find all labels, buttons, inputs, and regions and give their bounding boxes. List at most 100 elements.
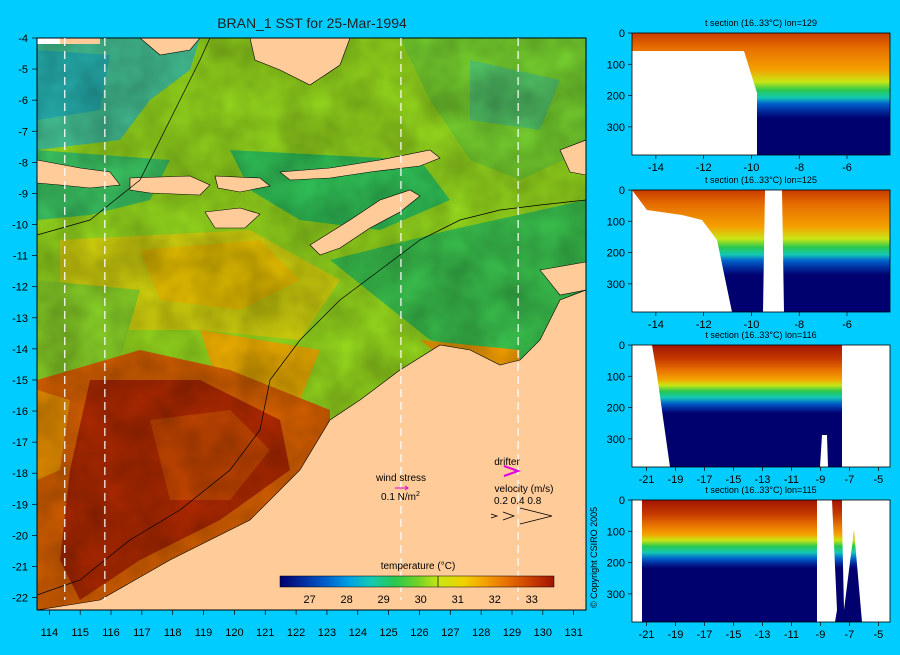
section-title: t section (16..33°C) lon=116 bbox=[705, 330, 816, 340]
section-lat-label: -17 bbox=[697, 474, 713, 486]
section-depth-label: 200 bbox=[607, 91, 625, 103]
section-frame bbox=[631, 189, 891, 313]
section-title: t section (16..33°C) lon=129 bbox=[705, 18, 817, 28]
colorbar-tick-label: 31 bbox=[452, 594, 464, 606]
section-lat-label: -21 bbox=[639, 629, 655, 641]
colorbar-scale bbox=[279, 575, 555, 588]
colorbar-tick-label: 27 bbox=[303, 594, 315, 606]
section-lat-label: -9 bbox=[816, 629, 826, 641]
section-frame bbox=[631, 344, 891, 468]
colorbar-tick-label: 28 bbox=[341, 594, 353, 606]
wind-stress-unit-sup: 2 bbox=[416, 491, 420, 498]
lat-tick-label: -12 bbox=[12, 282, 28, 294]
section-depth-label: 300 bbox=[607, 589, 625, 601]
section-no-data-area bbox=[632, 345, 890, 467]
section-depth-label: 0 bbox=[619, 185, 625, 197]
section-lat-label: -13 bbox=[754, 474, 770, 486]
lon-tick-label: 129 bbox=[503, 627, 521, 639]
velocity-label: velocity (m/s) bbox=[495, 484, 554, 495]
section-lat-label: -21 bbox=[639, 474, 655, 486]
lon-tick-label: 130 bbox=[534, 627, 552, 639]
section-lat-label: -7 bbox=[845, 474, 855, 486]
section-panels: t section (16..33°C) lon=129 0 100 200 300 -1… bbox=[607, 18, 891, 641]
section-depth-label: 100 bbox=[607, 526, 625, 538]
lat-tick-label: -10 bbox=[12, 220, 28, 232]
section-lat-label: -9 bbox=[816, 474, 826, 486]
lat-tick-label: -8 bbox=[18, 157, 28, 169]
lat-tick-label: -6 bbox=[18, 95, 28, 107]
section-depth-label: 100 bbox=[607, 59, 625, 71]
section-masks bbox=[632, 500, 890, 622]
section-frame bbox=[631, 499, 891, 623]
section-lat-label: -8 bbox=[794, 319, 804, 331]
colorbar: temperature (°C) 27 28 29 30 31 32 33 bbox=[279, 561, 555, 606]
longitude-axis: 114 115 116 117 118 119 120 121 122 123 124 125 126 1… bbox=[41, 610, 583, 639]
velocity-arrow-medium-icon bbox=[502, 511, 516, 521]
velocity-arrow-small-icon bbox=[490, 513, 499, 519]
section-depth-label: 300 bbox=[607, 279, 625, 291]
wind-stress-value-text: 0.1 N/m2 bbox=[381, 491, 420, 503]
map-frame bbox=[36, 37, 587, 611]
lat-tick-label: -21 bbox=[12, 561, 28, 573]
section-lat-label: -7 bbox=[845, 629, 855, 641]
section-masks bbox=[632, 51, 757, 155]
lon-tick-label: 128 bbox=[472, 627, 490, 639]
colorbar-tick-label: 32 bbox=[489, 594, 501, 606]
lon-tick-label: 126 bbox=[410, 627, 428, 639]
lat-tick-label: -15 bbox=[12, 375, 28, 387]
lat-tick-label: -13 bbox=[12, 313, 28, 325]
section-depth-label: 300 bbox=[607, 122, 625, 134]
drifter-arrow-icon bbox=[503, 465, 521, 477]
section-depth-label: 0 bbox=[619, 340, 625, 352]
section-lat-label: -14 bbox=[648, 162, 664, 174]
section-lat-label: -10 bbox=[743, 319, 759, 331]
section-panel-2: t section (16..33°C) lon=125 0 100 200 300 -1… bbox=[607, 175, 891, 331]
section-lat-label: -8 bbox=[794, 162, 804, 174]
section-lat-label: -19 bbox=[668, 474, 684, 486]
lon-tick-label: 127 bbox=[441, 627, 459, 639]
section-no-data-area bbox=[632, 190, 784, 312]
section-lat-label: -14 bbox=[648, 319, 664, 331]
section-lat-label: -17 bbox=[697, 629, 713, 641]
lat-tick-label: -18 bbox=[12, 468, 28, 480]
lat-tick-label: -14 bbox=[12, 344, 28, 356]
section-lat-label: -13 bbox=[754, 629, 770, 641]
lat-tick-label: -16 bbox=[12, 406, 28, 418]
section-lat-label: -15 bbox=[726, 629, 742, 641]
lon-tick-label: 117 bbox=[133, 627, 151, 639]
section-lat-label: -11 bbox=[784, 629, 799, 641]
lon-tick-label: 131 bbox=[564, 627, 582, 639]
section-lat-label: -6 bbox=[842, 319, 852, 331]
section-lat-label: -12 bbox=[696, 162, 712, 174]
colorbar-ticks: 27 28 29 30 31 32 33 bbox=[303, 594, 537, 606]
sst-map bbox=[37, 38, 586, 610]
figure-title: BRAN_1 SST for 25-Mar-1994 bbox=[217, 15, 407, 31]
section-lat-label: -10 bbox=[743, 162, 759, 174]
section-depth-label: 100 bbox=[607, 371, 625, 383]
section-masks bbox=[632, 345, 890, 467]
section-panel-1: t section (16..33°C) lon=129 0 100 200 300 -1… bbox=[607, 18, 891, 174]
section-depth-label: 300 bbox=[607, 434, 625, 446]
wind-stress-label: wind stress bbox=[375, 473, 426, 484]
lon-tick-label: 122 bbox=[287, 627, 305, 639]
lat-tick-label: -17 bbox=[12, 437, 28, 449]
lat-tick-label: -20 bbox=[12, 530, 28, 542]
section-lat-label: -5 bbox=[874, 474, 884, 486]
section-depth-label: 200 bbox=[607, 558, 625, 570]
section-lat-label: -6 bbox=[842, 162, 852, 174]
lon-tick-label: 114 bbox=[41, 627, 59, 639]
section-depth-label: 200 bbox=[607, 248, 625, 260]
lon-tick-label: 125 bbox=[379, 627, 397, 639]
section-depth-label: 0 bbox=[619, 28, 625, 40]
lon-tick-label: 121 bbox=[256, 627, 274, 639]
velocity-values: 0.2 0.4 0.8 bbox=[494, 496, 542, 507]
latitude-axis: -4 -5 -6 -7 -8 -9 -10 -11 -12 -13 -14 -15 -16 -17 -18 -… bbox=[12, 33, 37, 605]
lat-tick-label: -7 bbox=[18, 126, 28, 138]
section-masks bbox=[632, 190, 784, 312]
colorbar-tick-label: 30 bbox=[415, 594, 427, 606]
lon-tick-label: 124 bbox=[349, 627, 367, 639]
lat-tick-label: -22 bbox=[12, 593, 28, 605]
copyright-text: © Copyright CSIRO 2005 bbox=[589, 507, 599, 608]
velocity-arrow-large-icon bbox=[519, 507, 553, 525]
section-lines bbox=[64, 38, 519, 600]
